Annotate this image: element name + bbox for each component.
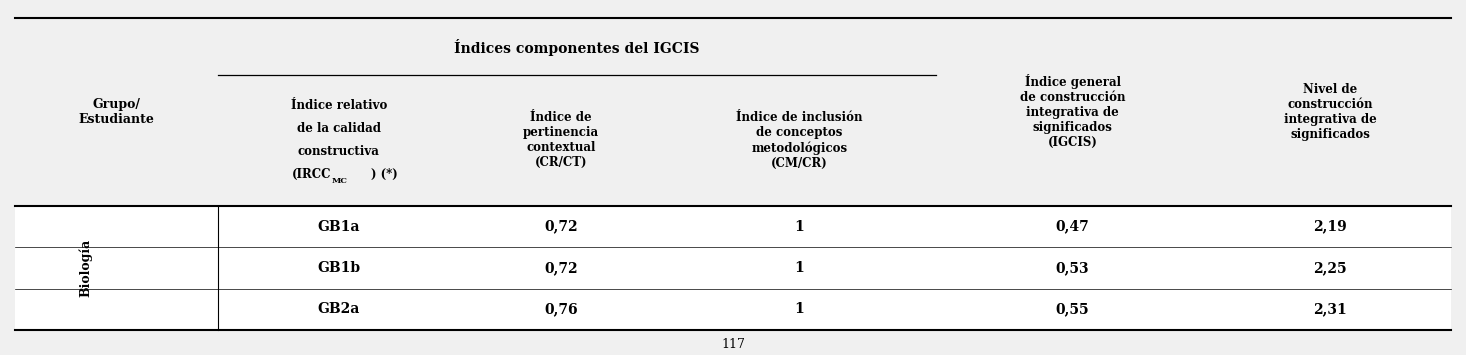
Text: 0,47: 0,47 — [1056, 220, 1089, 234]
Text: Índice general
de construcción
integrativa de
significados
(IGCIS): Índice general de construcción integrati… — [1020, 74, 1126, 149]
Text: de la calidad: de la calidad — [296, 122, 381, 135]
Text: MC: MC — [331, 177, 347, 185]
Text: 2,31: 2,31 — [1314, 302, 1347, 316]
Text: Biología: Biología — [79, 239, 92, 297]
Text: Índice de inclusión
de conceptos
metodológicos
(CM/CR): Índice de inclusión de conceptos metodol… — [736, 111, 862, 170]
Text: Índice de
pertinencia
contextual
(CR/CT): Índice de pertinencia contextual (CR/CT) — [523, 111, 600, 169]
Bar — [15, 206, 1451, 330]
Text: 2,19: 2,19 — [1314, 220, 1347, 234]
Text: (IRCC: (IRCC — [292, 168, 331, 181]
Text: 0,55: 0,55 — [1056, 302, 1089, 316]
Bar — [15, 18, 1451, 206]
Text: GB2a: GB2a — [318, 302, 359, 316]
Text: 0,72: 0,72 — [544, 261, 578, 275]
Text: 1: 1 — [795, 220, 805, 234]
Text: Índices componentes del IGCIS: Índices componentes del IGCIS — [454, 39, 699, 56]
Text: Grupo/
Estudiante: Grupo/ Estudiante — [78, 98, 154, 126]
Text: constructiva: constructiva — [298, 145, 380, 158]
Text: GB1b: GB1b — [317, 261, 361, 275]
Text: 0,53: 0,53 — [1056, 261, 1089, 275]
Text: 1: 1 — [795, 261, 805, 275]
Text: 2,25: 2,25 — [1314, 261, 1347, 275]
Text: 117: 117 — [721, 338, 745, 351]
Text: 1: 1 — [795, 302, 805, 316]
Text: 0,76: 0,76 — [544, 302, 578, 316]
Text: Índice relativo: Índice relativo — [290, 99, 387, 112]
Text: Nivel de
construcción
integrativa de
significados: Nivel de construcción integrativa de sig… — [1284, 83, 1377, 141]
Text: GB1a: GB1a — [318, 220, 361, 234]
Text: 0,72: 0,72 — [544, 220, 578, 234]
Text: ) (*): ) (*) — [371, 168, 397, 181]
